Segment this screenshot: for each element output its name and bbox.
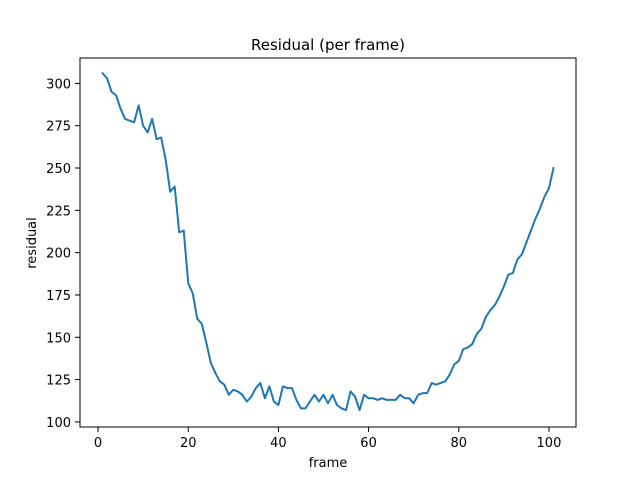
y-tick-label: 200 [46, 247, 71, 262]
y-tick-label: 125 [46, 374, 71, 389]
y-tick-label: 150 [46, 331, 71, 346]
x-axis-label: frame [309, 456, 348, 471]
y-tick-label: 175 [46, 289, 71, 304]
x-tick-label: 60 [360, 436, 377, 451]
y-tick-label: 275 [46, 120, 71, 135]
y-tick-label: 225 [46, 204, 71, 219]
x-tick-label: 20 [180, 436, 197, 451]
x-axis-ticks: 0 20 40 60 80 100 [94, 427, 561, 451]
y-axis-ticks: 100 125 150 175 200 225 250 275 300 [46, 77, 80, 431]
y-axis-label: residual [25, 217, 40, 269]
series-line [101, 71, 555, 412]
axes-frame [79, 57, 577, 428]
y-tick-label: 250 [46, 162, 71, 177]
y-tick-label: 100 [46, 416, 71, 431]
plot-area [79, 57, 577, 428]
x-tick-label: 0 [94, 436, 102, 451]
chart-title: Residual (per frame) [251, 36, 405, 54]
x-tick-label: 40 [270, 436, 287, 451]
y-tick-label: 300 [46, 77, 71, 92]
x-tick-label: 80 [450, 436, 467, 451]
x-tick-label: 100 [537, 436, 562, 451]
